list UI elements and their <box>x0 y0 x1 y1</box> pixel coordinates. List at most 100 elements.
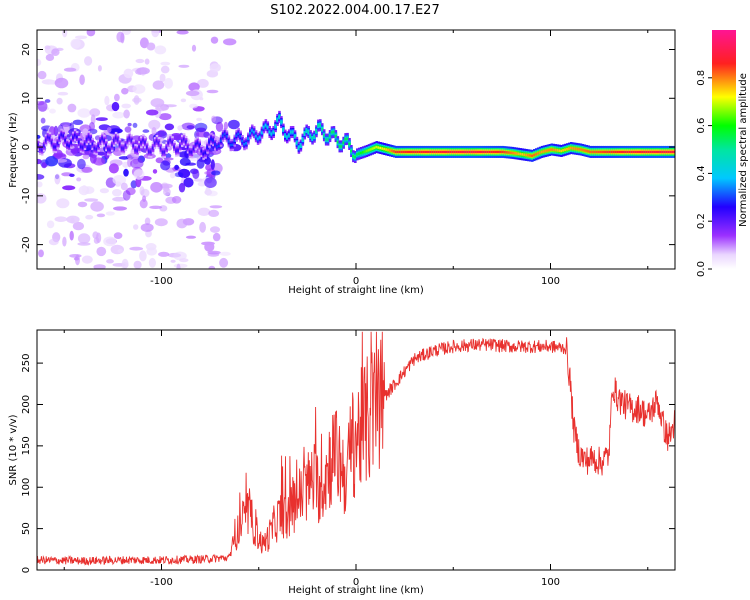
ridge-cell <box>105 144 108 147</box>
spectral-blob <box>66 215 80 224</box>
ridge-cell <box>149 150 153 154</box>
ridge-cell <box>140 141 143 144</box>
ridge-cell <box>599 150 602 154</box>
ridge-cell <box>110 144 114 148</box>
ridge-cell <box>37 143 40 147</box>
spectral-blob <box>185 90 200 97</box>
y-tick-label: 250 <box>21 354 32 373</box>
ridge-cell <box>387 148 390 152</box>
spectral-blob <box>121 87 129 95</box>
ridge-cell <box>536 152 540 155</box>
spectral-blob <box>133 260 142 269</box>
spectral-blob <box>160 65 170 74</box>
spectral-blob <box>189 103 198 109</box>
ridge-cell <box>307 130 310 134</box>
x-tick-label: -100 <box>150 577 173 588</box>
ridge-cell <box>404 150 408 154</box>
ridge-cell <box>136 149 139 152</box>
ridge-cell <box>385 148 388 151</box>
ridge-cell <box>190 151 194 154</box>
ridge-cell <box>622 150 626 154</box>
spectral-blob <box>212 232 221 242</box>
ridge-cell <box>406 150 410 154</box>
ridge-cell <box>352 154 355 158</box>
ridge-cell <box>75 135 79 139</box>
spectral-blob <box>45 54 55 61</box>
spectral-blob <box>72 119 84 126</box>
spectral-blob <box>37 134 41 139</box>
spectral-blob <box>116 31 125 43</box>
ridge-cell <box>272 130 275 134</box>
spectral-blob <box>37 193 47 204</box>
spectral-blob <box>130 158 144 169</box>
ridge-cell <box>147 150 151 153</box>
spectral-blob <box>155 103 168 112</box>
y-tick-label: -10 <box>21 188 32 204</box>
spectral-blob <box>97 65 102 72</box>
ridge-cell <box>544 149 548 153</box>
ridge-cell <box>575 147 579 151</box>
ridge-cell <box>346 137 349 141</box>
spectral-blob <box>82 154 90 160</box>
spectral-blob <box>63 67 77 72</box>
spectral-blob <box>210 36 219 44</box>
ridge-cell <box>392 150 396 153</box>
ridge-cell <box>620 150 624 154</box>
ridge-cell <box>239 135 242 138</box>
ridge-cell <box>303 132 307 135</box>
ridge-cell <box>249 132 252 135</box>
ridge-cell <box>77 140 81 144</box>
ridge-cell <box>56 142 59 145</box>
y-tick-label: -20 <box>21 236 32 252</box>
spectral-blob <box>160 160 171 171</box>
ridge-cell <box>517 152 520 156</box>
ridge-cell <box>93 147 96 150</box>
spectral-blob <box>121 258 129 269</box>
ridge-cell <box>357 152 361 155</box>
ridge-cell <box>494 150 497 154</box>
spectral-blob <box>81 255 93 264</box>
ridge-cell <box>608 150 612 154</box>
ridge-cell <box>97 144 100 147</box>
ridge-cell <box>476 150 480 154</box>
ridge-cell <box>256 137 260 141</box>
ridge-cell <box>237 132 240 136</box>
spectral-blob <box>84 198 99 202</box>
spectral-blob <box>106 127 112 133</box>
ridge-cell <box>258 136 262 139</box>
ridge-cell <box>83 142 87 146</box>
ridge-cell <box>519 152 522 156</box>
ridge-cell <box>167 141 170 144</box>
spectral-blob <box>37 70 47 80</box>
ridge-cell <box>87 135 91 139</box>
spectral-blob <box>158 113 172 121</box>
ridge-cell <box>268 130 272 134</box>
spectral-blob <box>44 45 51 50</box>
ridge-cell <box>301 138 305 141</box>
spectral-blob <box>85 214 94 220</box>
ridge-cell <box>309 134 312 138</box>
ridge-cell <box>299 144 303 147</box>
ridge-cell <box>330 131 334 134</box>
ridge-cell <box>334 134 338 138</box>
ridge-cell <box>525 153 528 157</box>
ridge-cell <box>225 135 229 138</box>
ridge-cell <box>340 145 343 148</box>
ridge-cell <box>315 130 318 133</box>
ridge-cell <box>486 150 489 154</box>
ridge-cell <box>169 138 172 142</box>
spectral-blob <box>106 259 114 264</box>
ridge-cell <box>243 142 246 146</box>
ridge-cell <box>184 140 188 144</box>
spectral-blob <box>133 224 139 230</box>
ridge-cell <box>324 138 328 141</box>
spectral-blob <box>150 182 163 193</box>
spectral-blob <box>124 126 132 133</box>
ridge-cell <box>48 136 52 140</box>
spectrogram-ylabel: Frequency (Hz) <box>8 112 19 188</box>
x-tick-label: 100 <box>541 276 560 287</box>
ridge-cell <box>638 150 641 154</box>
ridge-cell <box>618 150 622 154</box>
ridge-cell <box>81 146 85 149</box>
ridge-cell <box>632 150 635 154</box>
